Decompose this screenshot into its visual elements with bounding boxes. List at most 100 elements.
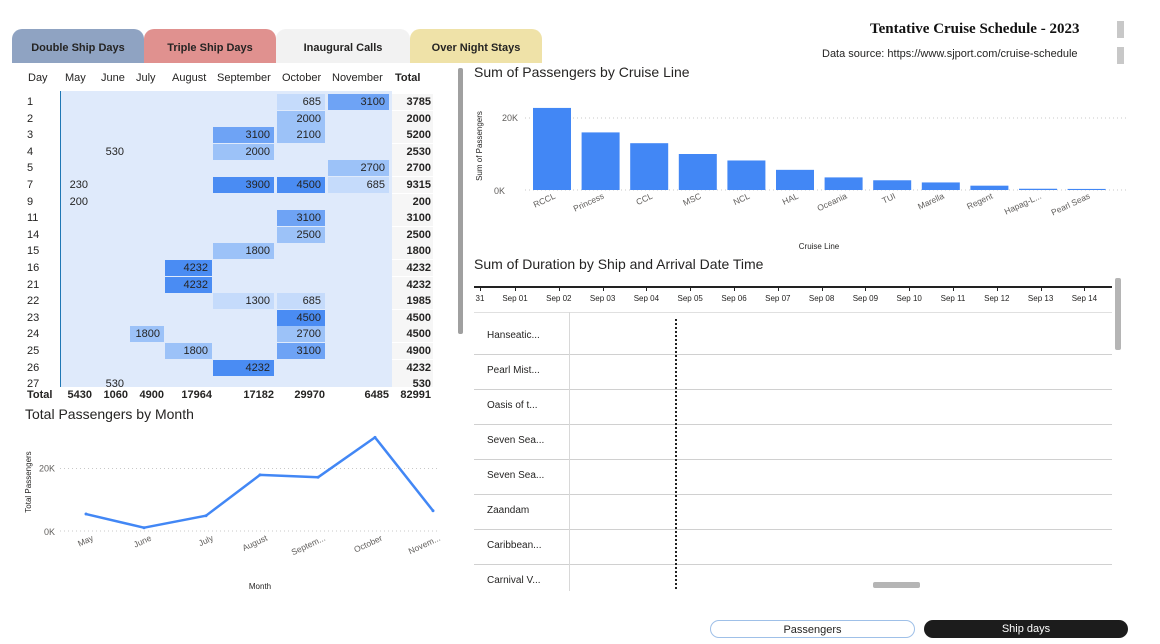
gantt-ship-row[interactable]: Oasis of t...	[474, 389, 1112, 425]
matrix-cell[interactable]: 1800	[130, 326, 164, 343]
gantt-chart-title: Sum of Duration by Ship and Arrival Date…	[474, 256, 764, 272]
matrix-cell[interactable]: 685	[277, 293, 325, 310]
gantt-tick-mark	[515, 286, 516, 291]
ship-days-button[interactable]: Ship days	[924, 620, 1128, 638]
gantt-ship-row[interactable]: Carnival V...	[474, 564, 1112, 591]
matrix-cell[interactable]: 2000	[277, 110, 325, 127]
matrix-row-total: 2500	[392, 226, 433, 243]
matrix-row-total: 200	[392, 193, 433, 210]
matrix-cell[interactable]: 1800	[165, 343, 212, 359]
bar-mark[interactable]	[678, 154, 717, 190]
gantt-ship-row[interactable]: Seven Sea...	[474, 424, 1112, 460]
matrix-cell[interactable]: 3100	[277, 210, 325, 227]
matrix-cell[interactable]: 2700	[328, 160, 389, 177]
matrix-row: 3 3100 2100 5200	[25, 127, 435, 144]
page-scrollbar-bottom[interactable]	[1117, 47, 1124, 64]
bar-mark[interactable]	[630, 143, 669, 190]
line-point[interactable]	[373, 435, 377, 439]
matrix-total-september: 17182	[243, 389, 274, 399]
matrix-day-label: 14	[27, 228, 40, 241]
matrix-cell[interactable]: 4232	[213, 359, 274, 376]
line-x-tick-label: June	[132, 533, 153, 550]
matrix-col-july[interactable]: July	[136, 72, 156, 84]
gantt-ship-row[interactable]: Seven Sea...	[474, 459, 1112, 495]
matrix-row-total: 2000	[392, 110, 433, 127]
matrix-day-label: 1	[27, 96, 34, 108]
matrix-col-day[interactable]: Day	[28, 72, 48, 84]
gantt-ship-row[interactable]: Hanseatic...	[474, 319, 1112, 355]
matrix-row-total: 4232	[392, 260, 433, 276]
tab-triple-ship-days[interactable]: Triple Ship Days	[144, 29, 276, 63]
tab-double-ship-days[interactable]: Double Ship Days	[12, 29, 144, 63]
matrix-cell[interactable]: 530	[105, 145, 124, 158]
matrix-col-june[interactable]: June	[101, 72, 125, 84]
line-point[interactable]	[431, 509, 435, 513]
line-point[interactable]	[84, 512, 88, 516]
bar-mark[interactable]	[1067, 188, 1106, 190]
matrix-cell[interactable]: 3100	[213, 127, 274, 144]
matrix-cell[interactable]: 4500	[277, 309, 325, 326]
gantt-ship-label: Hanseatic...	[487, 330, 540, 341]
matrix-col-september[interactable]: September	[217, 72, 271, 84]
gantt-horizontal-scrollbar[interactable]	[873, 582, 920, 588]
bar-mark[interactable]	[727, 160, 766, 190]
matrix-cell[interactable]: 200	[69, 195, 88, 208]
matrix-scrollbar[interactable]	[458, 68, 463, 334]
matrix-row: 4 530 2000 2530	[25, 143, 435, 160]
bar-mark[interactable]	[776, 169, 814, 190]
bar-mark[interactable]	[1019, 188, 1057, 190]
matrix-cell[interactable]: 3900	[213, 177, 274, 193]
matrix-day-label: 11	[27, 212, 39, 225]
matrix-cell[interactable]: 4232	[165, 276, 212, 293]
matrix-day-label: 4	[27, 145, 34, 158]
line-point[interactable]	[258, 473, 262, 477]
bar-mark[interactable]	[970, 185, 1009, 190]
gantt-vertical-scrollbar[interactable]	[1115, 278, 1121, 350]
matrix-cell[interactable]: 685	[277, 94, 325, 110]
matrix-cell[interactable]: 3100	[277, 343, 325, 359]
tab-over-night-stays[interactable]: Over Night Stays	[410, 29, 542, 63]
matrix-row: 11 3100 3100	[25, 210, 435, 227]
gantt-tick-mark	[953, 286, 954, 291]
bar-chart-title: Sum of Passengers by Cruise Line	[474, 64, 690, 80]
matrix-cell[interactable]: 4232	[165, 260, 212, 276]
matrix-cell[interactable]: 230	[69, 179, 88, 191]
matrix-cell[interactable]: 2500	[277, 226, 325, 243]
bar-x-tick-label: Pearl Seas	[1050, 191, 1092, 218]
matrix-cell[interactable]: 3100	[328, 94, 389, 110]
matrix-col-november[interactable]: November	[332, 72, 383, 84]
gantt-date-tick: Sep 08	[808, 294, 835, 303]
gantt-ship-row[interactable]: Zaandam	[474, 494, 1112, 530]
bar-mark[interactable]	[824, 177, 863, 190]
matrix-col-may[interactable]: May	[65, 72, 86, 84]
gantt-ship-label: Pearl Mist...	[487, 365, 540, 376]
gantt-ship-row[interactable]: Caribbean...	[474, 529, 1112, 565]
matrix-row-total: 4900	[392, 343, 433, 359]
matrix-cell[interactable]: 2100	[277, 127, 325, 144]
matrix-cell[interactable]: 4500	[277, 177, 325, 193]
gantt-tick-mark	[480, 286, 481, 291]
line-series	[85, 436, 434, 529]
tab-inaugural-calls[interactable]: Inaugural Calls	[276, 29, 410, 63]
line-point[interactable]	[204, 514, 208, 518]
matrix-cell[interactable]: 2000	[213, 143, 274, 160]
bar-mark[interactable]	[921, 182, 960, 190]
matrix-cell[interactable]: 2700	[277, 326, 325, 343]
matrix-col-october[interactable]: October	[282, 72, 322, 84]
line-x-axis-label: Month	[249, 582, 271, 591]
matrix-cell[interactable]: 1300	[213, 293, 274, 310]
page-scrollbar-top[interactable]	[1117, 21, 1124, 38]
matrix-total-november: 6485	[364, 389, 389, 399]
bar-mark[interactable]	[533, 107, 571, 190]
gantt-ship-row[interactable]: Pearl Mist...	[474, 354, 1112, 390]
line-point[interactable]	[316, 475, 320, 479]
line-point[interactable]	[142, 526, 146, 530]
matrix-col-august[interactable]: August	[172, 72, 207, 84]
matrix-col-total[interactable]: Total	[395, 72, 421, 84]
matrix-cell[interactable]: 685	[328, 177, 389, 193]
bar-x-tick-label: Hapag-L...	[1003, 191, 1043, 217]
bar-mark[interactable]	[873, 180, 912, 190]
passengers-button[interactable]: Passengers	[710, 620, 915, 638]
matrix-cell[interactable]: 1800	[213, 243, 274, 260]
bar-mark[interactable]	[581, 132, 620, 190]
